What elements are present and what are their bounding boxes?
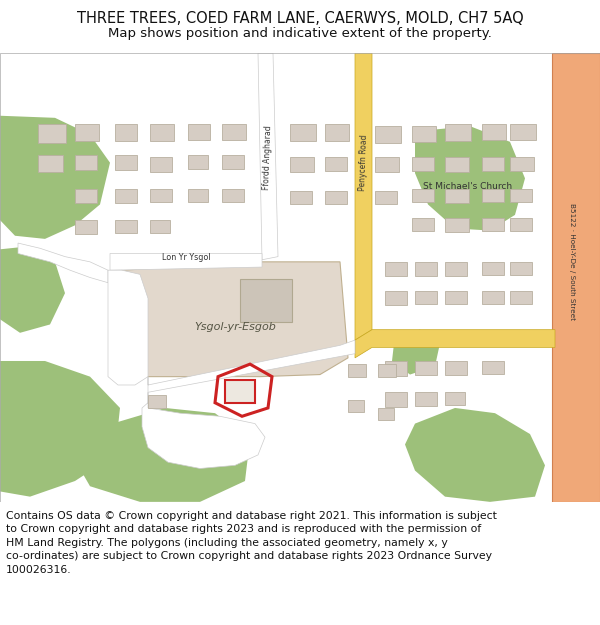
Polygon shape (355, 53, 372, 340)
Bar (325, 191, 347, 204)
Bar (115, 189, 137, 203)
Bar (290, 191, 312, 204)
Bar (510, 262, 532, 276)
Bar (510, 189, 532, 202)
Bar (510, 291, 532, 304)
Bar (445, 392, 465, 405)
Polygon shape (0, 361, 120, 497)
Bar (482, 262, 504, 276)
Bar (375, 191, 397, 204)
Bar (75, 156, 97, 170)
Bar (378, 364, 396, 377)
Bar (325, 124, 349, 141)
Bar (115, 156, 137, 170)
Text: Contains OS data © Crown copyright and database right 2021. This information is : Contains OS data © Crown copyright and d… (6, 511, 497, 575)
Polygon shape (415, 126, 525, 231)
Bar (445, 262, 467, 276)
Text: Ysgol-yr-Esgob: Ysgol-yr-Esgob (194, 321, 276, 331)
Bar (325, 158, 347, 171)
Bar (482, 218, 504, 231)
Bar (375, 126, 401, 143)
Bar (415, 392, 437, 406)
Bar (150, 158, 172, 172)
Bar (482, 158, 504, 171)
Bar (188, 156, 208, 169)
Bar (348, 364, 366, 377)
Bar (415, 262, 437, 276)
Bar (222, 189, 244, 202)
Polygon shape (392, 329, 440, 374)
Text: St Michael's Church: St Michael's Church (424, 182, 512, 191)
Bar (482, 361, 504, 374)
Bar (75, 124, 99, 141)
Polygon shape (258, 53, 278, 260)
Polygon shape (0, 116, 110, 239)
Polygon shape (142, 392, 265, 469)
Bar (482, 291, 504, 304)
Bar (222, 124, 246, 140)
Bar (385, 392, 407, 407)
Bar (148, 396, 166, 408)
Text: THREE TREES, COED FARM LANE, CAERWYS, MOLD, CH7 5AQ: THREE TREES, COED FARM LANE, CAERWYS, MO… (77, 11, 523, 26)
Bar (385, 291, 407, 304)
Polygon shape (405, 408, 545, 502)
Bar (75, 220, 97, 234)
Polygon shape (18, 243, 108, 282)
Polygon shape (75, 408, 250, 502)
Bar (385, 262, 407, 276)
Bar (38, 156, 63, 172)
Bar (385, 361, 407, 376)
Bar (348, 399, 364, 412)
Bar (510, 124, 536, 140)
Bar (445, 291, 467, 304)
Bar (75, 189, 97, 203)
Text: Lon Yr Ysgol: Lon Yr Ysgol (161, 253, 211, 262)
Bar (150, 220, 170, 232)
Bar (188, 124, 210, 140)
Polygon shape (122, 262, 348, 377)
Bar (290, 124, 316, 141)
Bar (115, 220, 137, 232)
Polygon shape (108, 270, 148, 385)
Bar (290, 158, 314, 172)
Bar (445, 218, 469, 232)
Bar (412, 189, 434, 202)
Bar (225, 380, 255, 402)
Bar (445, 361, 467, 374)
Bar (188, 189, 208, 202)
Bar (510, 218, 532, 231)
Bar (415, 361, 437, 374)
Bar (150, 189, 172, 202)
Bar (482, 189, 504, 202)
Bar (412, 126, 436, 142)
Text: Map shows position and indicative extent of the property.: Map shows position and indicative extent… (108, 27, 492, 39)
Bar (415, 291, 437, 304)
Bar (552, 53, 600, 502)
Text: B5122 · Hoel-Y-De / South Street: B5122 · Hoel-Y-De / South Street (569, 203, 575, 321)
Bar (38, 124, 66, 143)
Bar (412, 158, 434, 171)
Bar (445, 158, 469, 172)
Polygon shape (0, 246, 65, 332)
Bar (115, 124, 137, 141)
Bar (412, 218, 434, 231)
Polygon shape (355, 329, 555, 358)
Polygon shape (110, 254, 262, 270)
Bar (240, 279, 292, 322)
Text: Penycefn Road: Penycefn Road (358, 134, 368, 191)
Bar (150, 124, 174, 141)
Bar (375, 158, 399, 172)
Bar (222, 156, 244, 169)
Bar (445, 189, 469, 203)
Polygon shape (148, 340, 355, 392)
Text: Ffordd Angharad: Ffordd Angharad (262, 125, 274, 190)
Bar (378, 408, 394, 421)
Bar (510, 158, 534, 171)
Bar (482, 124, 506, 140)
Bar (445, 124, 471, 141)
